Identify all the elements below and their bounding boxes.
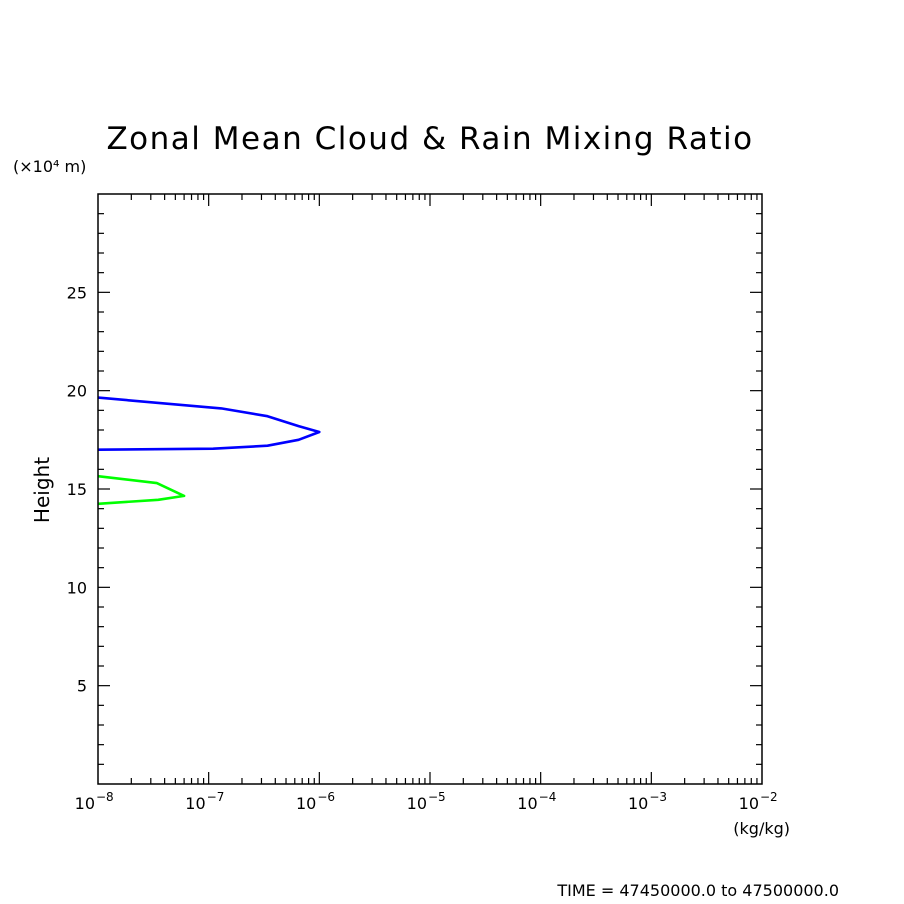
svg-text:10: 10 <box>739 794 759 813</box>
series-group <box>97 396 321 506</box>
svg-text:−6: −6 <box>317 790 335 804</box>
svg-text:10: 10 <box>628 794 648 813</box>
x-tick-label: 10 −3 <box>628 790 667 813</box>
svg-text:10: 10 <box>517 794 537 813</box>
svg-text:10: 10 <box>296 794 316 813</box>
y-tick-label: 15 <box>67 480 87 499</box>
svg-text:10: 10 <box>75 794 95 813</box>
svg-text:−2: −2 <box>760 790 778 804</box>
axis-ticks <box>98 194 762 784</box>
y-axis-unit: (×10⁴ m) <box>13 157 86 176</box>
y-tick-label: 10 <box>67 578 87 597</box>
x-tick-labels: 10 −8 10 −7 10 −6 10 −5 10 −4 10 −3 10 −2 <box>75 790 778 813</box>
plot-frame <box>97 193 763 785</box>
chart-title: Zonal Mean Cloud & Rain Mixing Ratio <box>106 121 753 157</box>
svg-text:−4: −4 <box>539 790 557 804</box>
svg-text:−5: −5 <box>428 790 446 804</box>
svg-text:−7: −7 <box>207 790 225 804</box>
x-tick-label: 10 −2 <box>739 790 778 813</box>
svg-text:10: 10 <box>185 794 205 813</box>
x-tick-label: 10 −7 <box>185 790 224 813</box>
x-tick-label: 10 −6 <box>296 790 335 813</box>
svg-text:10: 10 <box>407 794 427 813</box>
x-tick-label: 10 −5 <box>407 790 446 813</box>
x-axis-label: (kg/kg) <box>733 819 790 838</box>
y-tick-labels: 5 10 15 20 25 <box>67 283 87 695</box>
time-range-text: TIME = 47450000.0 to 47500000.0 <box>556 881 839 900</box>
x-tick-label: 10 −4 <box>517 790 556 813</box>
series-line-1 <box>97 396 321 451</box>
y-tick-label: 5 <box>77 677 87 696</box>
y-tick-label: 25 <box>67 283 87 302</box>
series-line-2 <box>97 474 186 506</box>
y-axis-label: Height <box>30 457 54 523</box>
svg-text:−3: −3 <box>649 790 667 804</box>
y-tick-label: 20 <box>67 382 87 401</box>
svg-text:−8: −8 <box>96 790 114 804</box>
x-tick-label: 10 −8 <box>75 790 114 813</box>
